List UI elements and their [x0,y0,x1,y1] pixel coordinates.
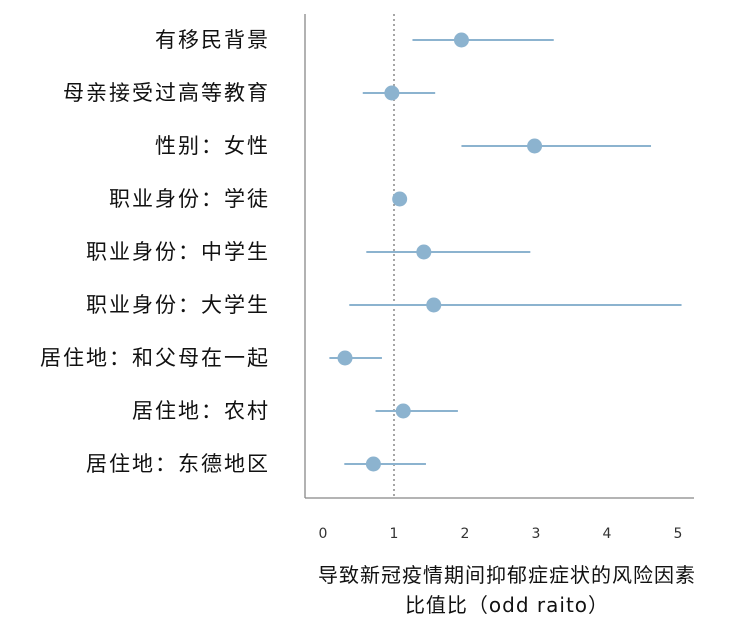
x-tick-label: 2 [461,526,470,542]
odds-ratio-point [365,456,381,472]
odds-ratio-point [395,403,411,419]
category-label: 职业身份：大学生 [86,293,270,317]
category-label: 居住地：和父母在一起 [40,346,270,370]
axes [304,14,694,499]
odds-ratio-point [527,138,543,154]
odds-ratio-point [416,244,432,260]
x-tick-label: 1 [390,526,399,542]
x-tick-label: 3 [532,526,541,542]
x-tick-label: 5 [674,526,683,542]
x-tick-label: 4 [603,526,612,542]
category-label: 母亲接受过高等教育 [63,81,270,105]
category-label: 居住地：东德地区 [86,452,270,476]
odds-ratio-point [384,85,400,101]
odds-ratio-point [453,32,469,48]
x-tick-labels: 0 1 2 3 4 5 [319,526,683,542]
category-label: 居住地：农村 [132,399,270,423]
x-axis-label-line1: 导致新冠疫情期间抑郁症症状的风险因素 [318,563,696,587]
category-label: 职业身份：学徒 [109,187,270,211]
odds-ratio-point [392,191,408,207]
x-tick-label: 0 [319,526,328,542]
category-labels: 有移民背景母亲接受过高等教育性别：女性职业身份：学徒职业身份：中学生职业身份：大… [40,28,270,476]
odds-ratio-point [337,350,353,366]
estimates-layer [329,32,682,472]
category-label: 有移民背景 [155,28,270,52]
x-axis-label-line2: 比值比（odd raito） [405,593,609,617]
category-label: 职业身份：中学生 [86,240,270,264]
odds-ratio-point [426,297,442,313]
category-label: 性别：女性 [155,134,270,158]
